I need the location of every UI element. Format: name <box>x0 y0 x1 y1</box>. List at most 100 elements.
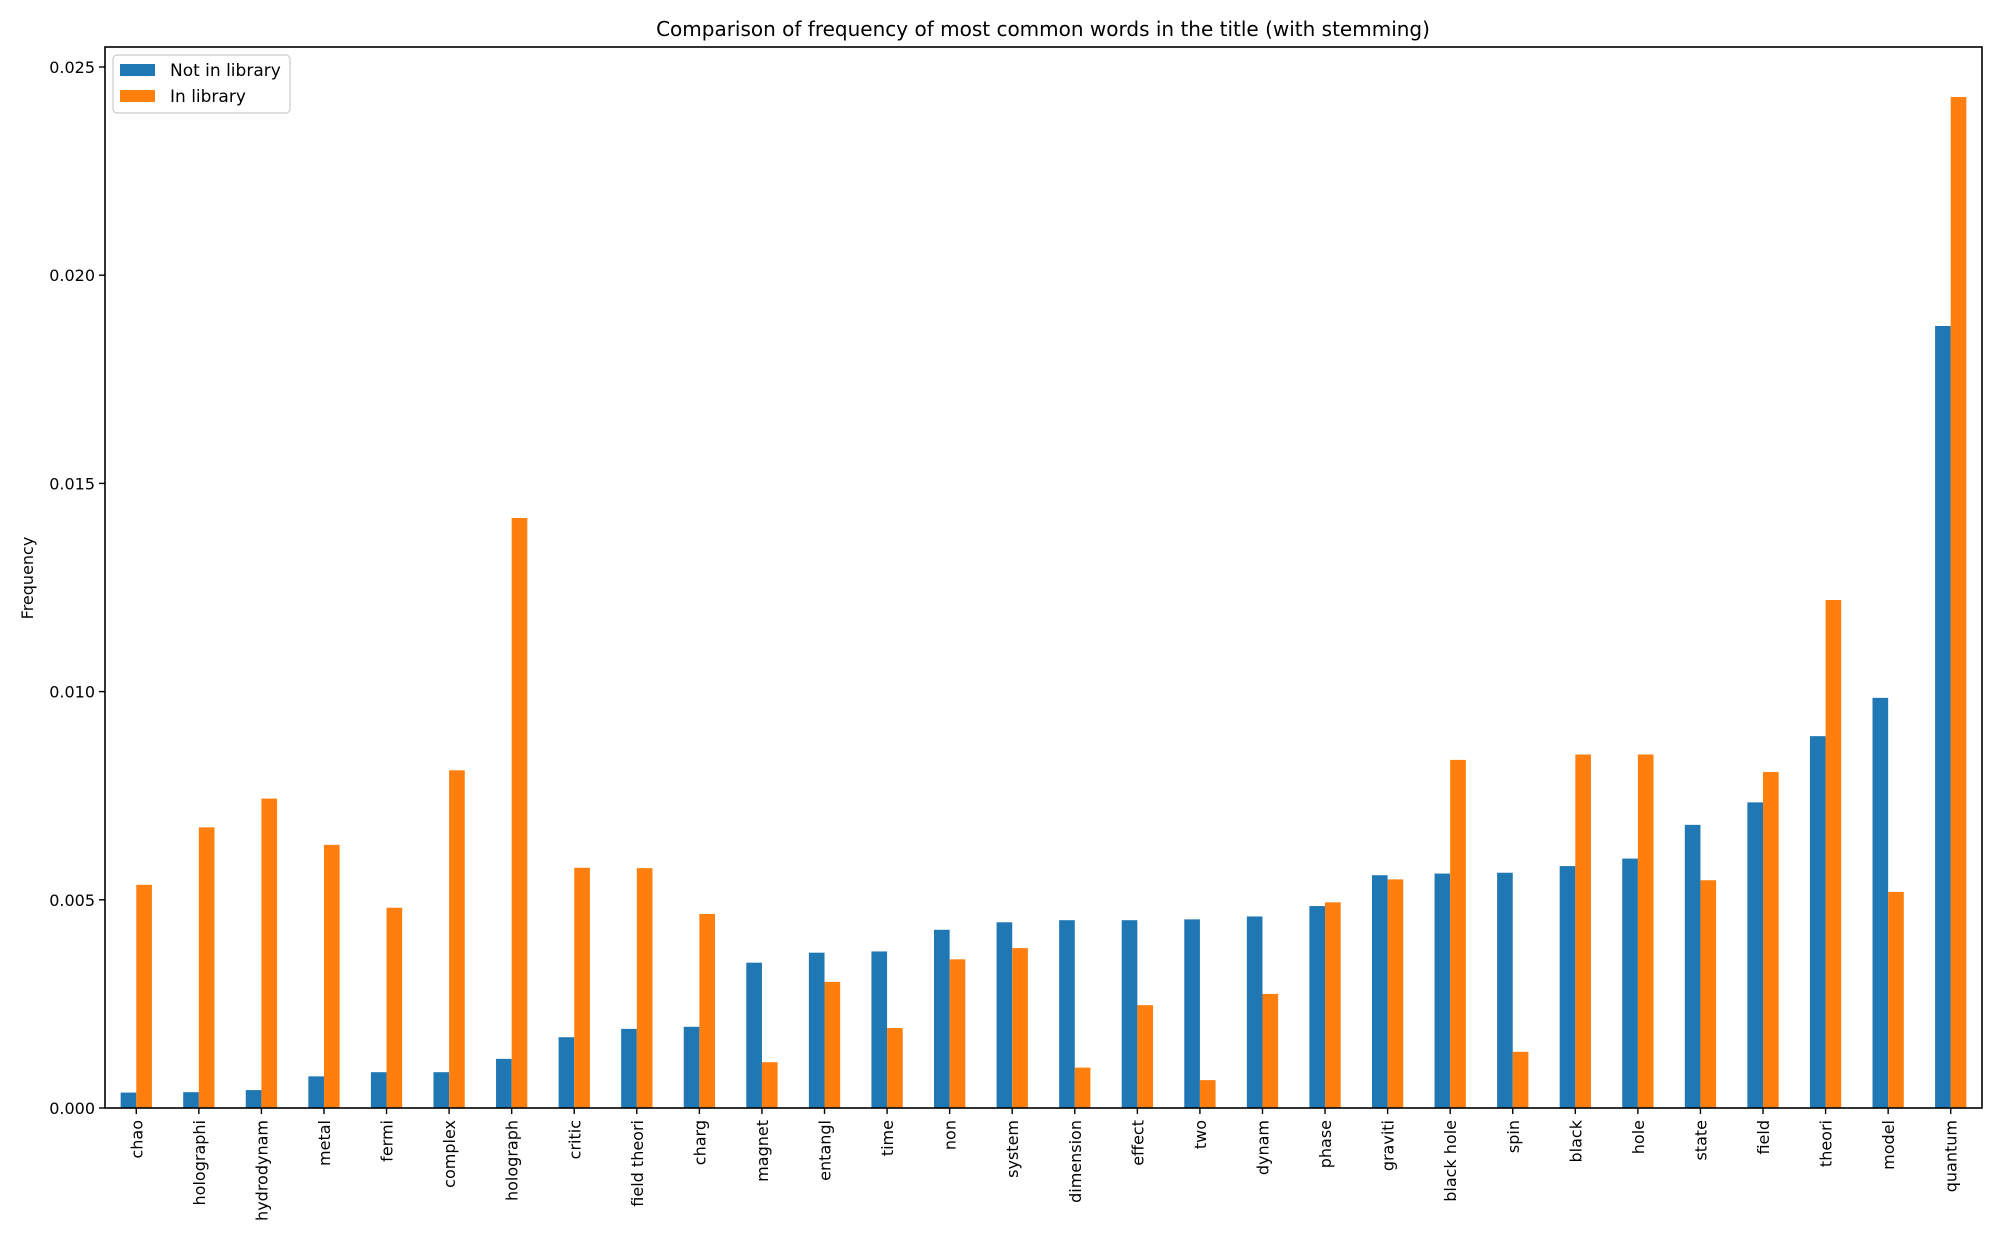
bar-not-in-library <box>1935 326 1951 1108</box>
bar-not-in-library <box>1059 920 1075 1108</box>
bar-not-in-library <box>1184 919 1200 1108</box>
bar-in-library <box>1512 1051 1529 1108</box>
bar-not-in-library <box>120 1092 137 1108</box>
bar-in-library <box>1763 771 1779 1108</box>
legend-box <box>112 54 291 114</box>
y-tick-label: 0.000 <box>49 1099 95 1118</box>
x-tick-label: charg <box>690 1120 709 1165</box>
bar-in-library <box>1888 891 1904 1108</box>
y-tick-label: 0.025 <box>49 58 95 77</box>
bar-in-library <box>261 798 278 1108</box>
x-tick-label: phase <box>1316 1120 1335 1168</box>
x-tick-label: complex <box>440 1120 459 1188</box>
bar-not-in-library <box>1497 872 1513 1108</box>
bar-not-in-library <box>1559 866 1576 1108</box>
bar-not-in-library <box>1684 824 1701 1108</box>
x-tick-label: dynam <box>1253 1120 1272 1175</box>
bar-in-library <box>386 907 403 1108</box>
x-tick-label: quantum <box>1942 1120 1961 1192</box>
bar-not-in-library <box>1434 873 1451 1108</box>
x-tick-label: hydrodynam <box>252 1120 271 1221</box>
bar-not-in-library <box>1371 875 1388 1108</box>
bar-not-in-library <box>746 962 762 1108</box>
bar-not-in-library <box>433 1072 450 1108</box>
x-tick-label: system <box>1003 1120 1022 1178</box>
bar-in-library <box>1074 1067 1091 1108</box>
bar-in-library <box>511 517 528 1108</box>
bars-layer <box>120 96 1967 1109</box>
x-tick-label: non <box>941 1120 960 1150</box>
x-tick-label: theori <box>1817 1120 1836 1167</box>
bar-not-in-library <box>1809 736 1826 1108</box>
bar-in-library <box>1700 880 1717 1108</box>
legend-label-in-library: In library <box>170 87 246 107</box>
bar-in-library <box>824 981 841 1108</box>
y-tick-label: 0.015 <box>49 474 95 493</box>
bar-in-library <box>136 884 152 1108</box>
y-axis: 0.000 0.005 0.010 0.015 0.020 0.025 <box>49 58 105 1118</box>
x-tick-label: entangl <box>816 1120 835 1181</box>
x-tick-label: holographi <box>190 1120 209 1205</box>
bar-not-in-library <box>1872 697 1889 1108</box>
legend-swatch-in-library <box>120 90 155 102</box>
bar-in-library <box>198 827 215 1108</box>
bar-in-library <box>574 867 590 1108</box>
x-tick-label: critic <box>565 1120 584 1159</box>
x-tick-label: fermi <box>378 1120 397 1162</box>
bar-in-library <box>1199 1080 1216 1108</box>
y-tick-label: 0.020 <box>49 266 95 285</box>
x-tick-label: metal <box>315 1120 334 1166</box>
bar-not-in-library <box>683 1026 700 1108</box>
bar-in-library <box>949 959 966 1108</box>
x-tick-label: graviti <box>1379 1120 1398 1171</box>
x-tick-label: time <box>878 1120 897 1156</box>
y-axis-label: Frequency <box>18 537 37 620</box>
bar-in-library <box>1012 948 1028 1108</box>
bar-not-in-library <box>934 929 950 1108</box>
bar-in-library <box>1450 759 1466 1108</box>
x-tick-label: field <box>1754 1120 1773 1155</box>
bar-in-library <box>1137 1005 1153 1108</box>
bar-not-in-library <box>996 922 1013 1108</box>
bar-not-in-library <box>1309 906 1326 1108</box>
bar-in-library <box>636 868 653 1108</box>
bar-not-in-library <box>370 1072 387 1108</box>
x-tick-label: holograph <box>503 1120 522 1201</box>
x-tick-label: black hole <box>1441 1120 1460 1202</box>
bar-in-library <box>1262 993 1279 1108</box>
x-tick-label: field theori <box>628 1120 647 1207</box>
bar-in-library <box>1637 754 1654 1108</box>
bar-not-in-library <box>558 1037 575 1108</box>
bar-not-in-library <box>1747 802 1764 1108</box>
bar-not-in-library <box>1622 858 1638 1108</box>
y-tick-label: 0.010 <box>49 683 95 702</box>
legend: Not in library In library <box>112 54 291 114</box>
bar-in-library <box>1825 599 1842 1108</box>
x-tick-label: two <box>1191 1120 1210 1149</box>
bar-in-library <box>1387 879 1404 1108</box>
bar-in-library <box>699 913 716 1108</box>
bar-in-library <box>887 1028 903 1108</box>
bar-not-in-library <box>496 1058 512 1108</box>
bar-not-in-library <box>183 1092 199 1108</box>
bar-in-library <box>1950 96 1967 1109</box>
bar-in-library <box>323 844 340 1108</box>
bar-in-library <box>449 770 465 1108</box>
bar-in-library <box>1575 754 1591 1108</box>
y-tick-label: 0.005 <box>49 891 95 910</box>
legend-label-not-in-library: Not in library <box>170 61 281 81</box>
bar-not-in-library <box>308 1076 324 1108</box>
bar-not-in-library <box>621 1028 637 1108</box>
x-axis: chao holographi hydrodynam metal fermi comple… <box>127 1108 1961 1221</box>
plot-frame <box>104 46 1983 1109</box>
x-tick-label: effect <box>1128 1120 1147 1166</box>
x-tick-label: black <box>1566 1119 1585 1162</box>
bar-not-in-library <box>808 952 825 1108</box>
bar-not-in-library <box>1246 916 1263 1108</box>
x-tick-label: spin <box>1504 1120 1523 1153</box>
x-tick-label: model <box>1879 1120 1898 1170</box>
x-tick-label: hole <box>1629 1120 1648 1154</box>
bar-not-in-library <box>871 951 888 1108</box>
